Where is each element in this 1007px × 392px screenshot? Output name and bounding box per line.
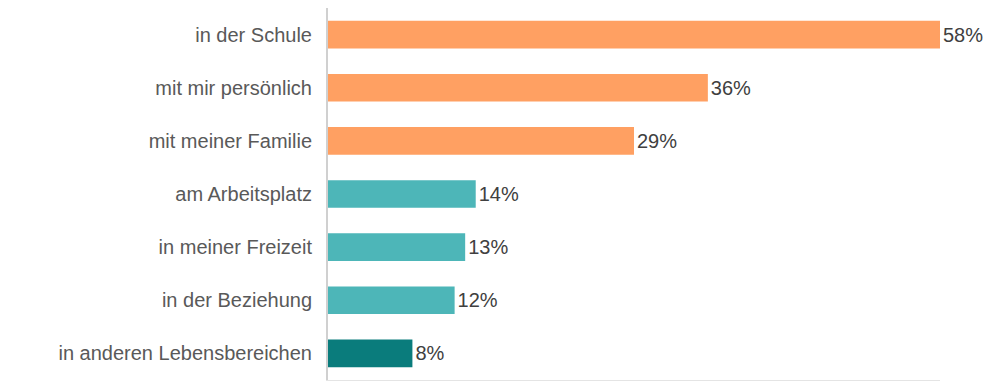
svg-text:58%: 58% [943, 24, 983, 46]
svg-text:12%: 12% [458, 289, 498, 311]
svg-text:mit meiner Familie: mit meiner Familie [149, 130, 312, 152]
svg-text:in meiner Freizeit: in meiner Freizeit [159, 236, 313, 258]
svg-text:8%: 8% [415, 342, 444, 364]
svg-text:am Arbeitsplatz: am Arbeitsplatz [175, 183, 312, 205]
svg-text:29%: 29% [637, 130, 677, 152]
svg-text:in anderen Lebensbereichen: in anderen Lebensbereichen [58, 342, 312, 364]
svg-text:mit mir persönlich: mit mir persönlich [155, 77, 312, 99]
svg-text:36%: 36% [711, 77, 751, 99]
svg-text:in der Schule: in der Schule [195, 24, 312, 46]
svg-text:14%: 14% [479, 183, 519, 205]
svg-text:in der Beziehung: in der Beziehung [162, 289, 312, 311]
svg-text:13%: 13% [468, 236, 508, 258]
